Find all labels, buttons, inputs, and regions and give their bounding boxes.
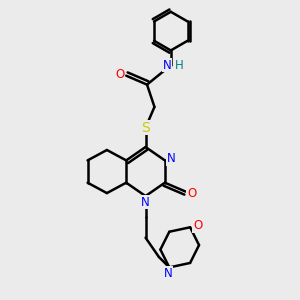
Text: N: N [167, 152, 176, 165]
Text: N: N [141, 196, 150, 208]
Text: H: H [175, 59, 184, 72]
Text: N: N [163, 59, 172, 72]
Text: S: S [141, 121, 150, 135]
Text: O: O [187, 187, 196, 200]
Text: O: O [116, 68, 125, 81]
Text: O: O [193, 219, 202, 232]
Text: N: N [164, 267, 172, 280]
